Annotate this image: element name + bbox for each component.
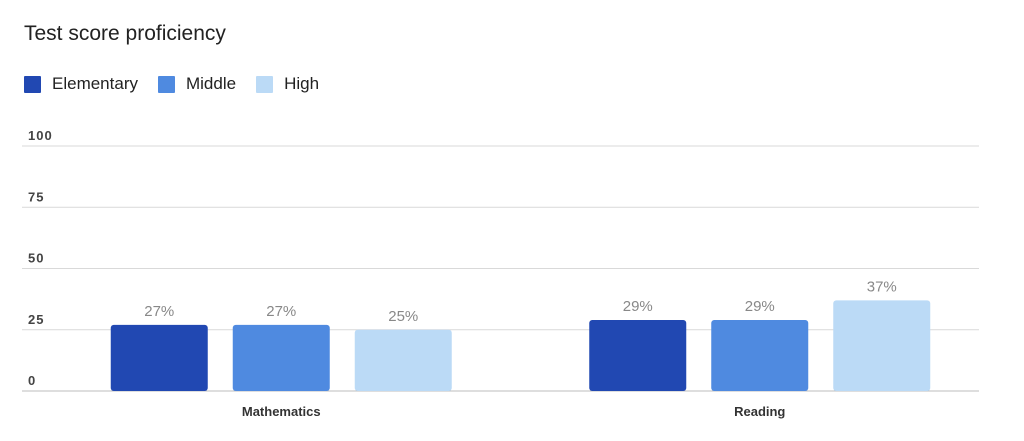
legend-swatch-middle <box>157 75 175 93</box>
chart-title: Test score proficiency <box>24 22 226 45</box>
x-category-label-mathematics: Mathematics <box>242 404 321 419</box>
legend-item-middle: Middle <box>157 74 237 94</box>
data-label-middle-mathematics: 27% <box>266 303 296 320</box>
data-label-middle-reading: 29% <box>745 298 775 315</box>
x-category-label-reading: Reading <box>734 404 785 419</box>
y-tick-label-50: 50 <box>28 251 44 266</box>
legend-item-elementary: Elementary <box>24 74 138 94</box>
legend-label-middle: Middle <box>185 74 237 93</box>
data-label-elementary-reading: 29% <box>623 298 653 315</box>
bar-middle-reading <box>711 319 809 391</box>
legend-label-elementary: Elementary <box>52 74 138 93</box>
y-tick-label-0: 0 <box>28 373 36 388</box>
bar-high-reading <box>833 300 931 391</box>
legend-swatch-high <box>256 75 274 93</box>
bar-middle-mathematics <box>232 324 330 391</box>
y-tick-label-25: 25 <box>28 312 44 327</box>
bar-elementary-mathematics <box>110 324 208 391</box>
y-tick-label-75: 75 <box>28 189 44 204</box>
data-label-high-reading: 37% <box>867 278 897 295</box>
legend-item-high: High <box>256 74 319 94</box>
y-tick-label-100: 100 <box>28 128 53 143</box>
bar-elementary-reading <box>589 319 687 391</box>
bar-high-mathematics <box>354 329 452 391</box>
legend-label-high: High <box>284 74 320 93</box>
legend: Elementary Middle High <box>24 74 339 94</box>
legend-swatch-elementary <box>24 75 41 93</box>
data-label-elementary-mathematics: 27% <box>144 303 174 320</box>
data-label-high-mathematics: 25% <box>388 308 418 325</box>
